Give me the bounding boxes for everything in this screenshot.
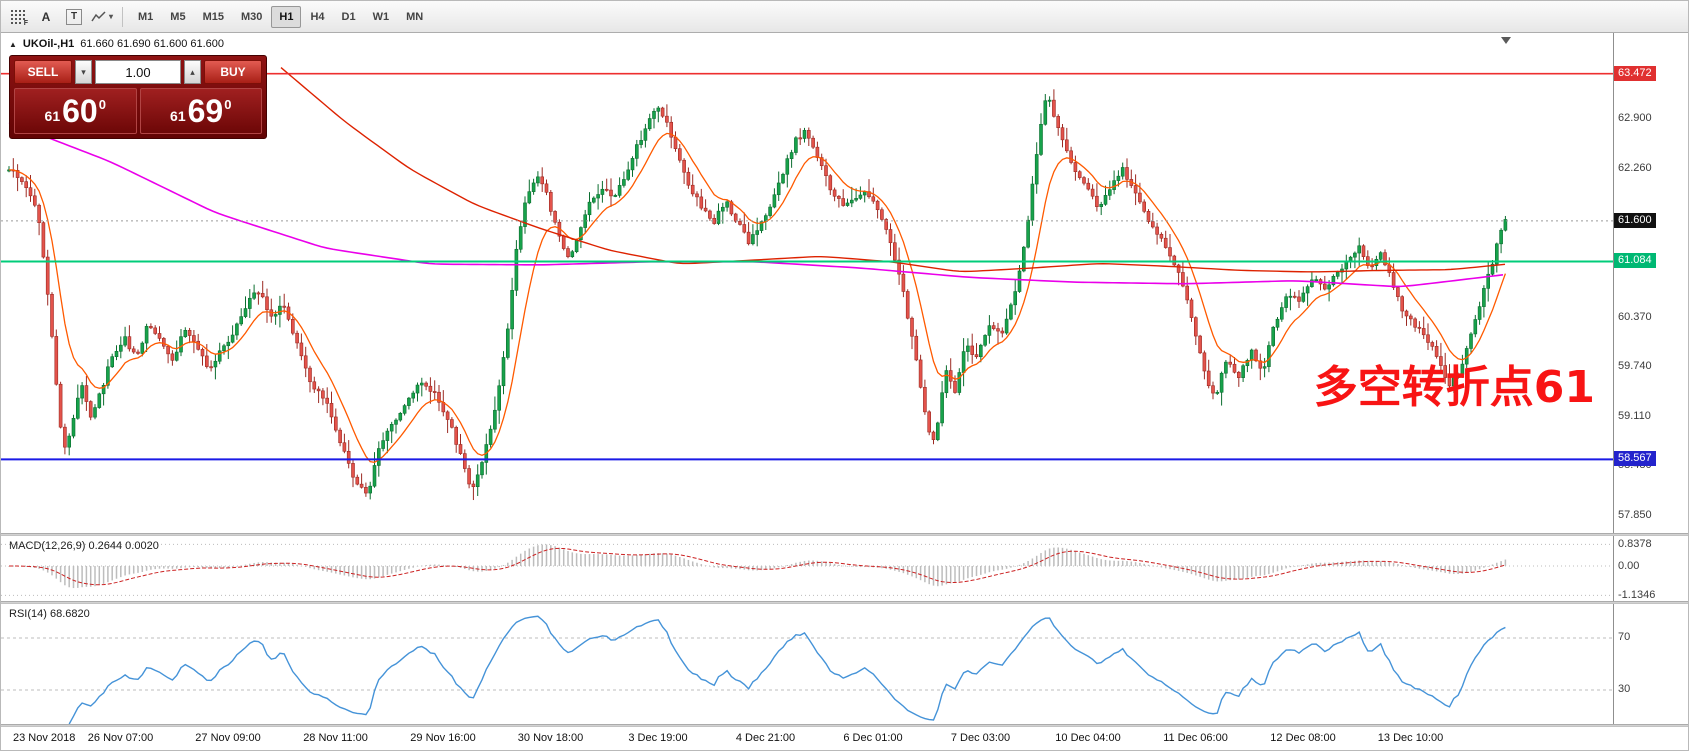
time-axis-label: 26 Nov 07:00 xyxy=(87,732,154,744)
main-chart-panel: ▲ UKOil-,H1 61.660 61.690 61.600 61.600 … xyxy=(1,33,1689,533)
time-axis-label: 13 Dec 10:00 xyxy=(1377,732,1444,744)
time-axis-label: 11 Dec 06:00 xyxy=(1163,732,1228,744)
time-axis-label: 23 Nov 2018 xyxy=(13,732,76,744)
time-axis-label: 3 Dec 19:00 xyxy=(628,732,688,744)
macd-axis-label: 0.00 xyxy=(1618,560,1640,572)
sell-price-pips: 60 xyxy=(62,93,98,129)
panel-separator[interactable] xyxy=(1,724,1688,727)
time-axis-label: 30 Nov 18:00 xyxy=(517,732,584,744)
rsi-canvas[interactable] xyxy=(1,604,1689,724)
time-axis-label: 27 Nov 09:00 xyxy=(195,732,261,744)
buy-button[interactable]: BUY xyxy=(204,60,262,84)
price-label: 62.900 xyxy=(1618,111,1652,124)
chevron-down-icon: ▾ xyxy=(108,12,113,21)
zigzag-line-icon xyxy=(91,10,106,21)
tf-button-h4[interactable]: H4 xyxy=(302,6,332,28)
panel-separator[interactable] xyxy=(1,601,1688,604)
text-label-button[interactable]: T xyxy=(61,5,87,29)
rsi-panel: RSI(14) 68.6820 xyxy=(1,604,1689,724)
macd-panel: MACD(12,26,9) 0.2644 0.0020 xyxy=(1,536,1689,601)
chevron-up-icon: ▴ xyxy=(190,66,195,77)
volume-input[interactable] xyxy=(95,60,181,84)
price-badge: 61.600 xyxy=(1614,212,1656,228)
volume-decrease-button[interactable]: ▾ xyxy=(75,60,92,84)
letter-t-icon: T xyxy=(66,8,82,25)
time-axis-label: 4 Dec 21:00 xyxy=(735,732,796,744)
chevron-down-icon: ▾ xyxy=(81,66,86,77)
buy-price-pips: 69 xyxy=(187,93,224,129)
macd-axis-label: 0.8378 xyxy=(1618,538,1652,551)
toolbar: F A T ▾ M1 M5 M15 M30 H1 H4 D1 W1 MN xyxy=(1,1,1688,33)
tf-button-m1[interactable]: M1 xyxy=(130,6,161,28)
sell-price-point: 0 xyxy=(98,96,106,112)
chart-info: ▲ UKOil-,H1 61.660 61.690 61.600 61.600 xyxy=(9,38,224,50)
line-style-button[interactable]: ▾ xyxy=(89,5,115,29)
f-tag-label: F xyxy=(23,19,28,27)
price-badge: 63.472 xyxy=(1614,65,1656,81)
price-badge: 61.084 xyxy=(1614,253,1656,269)
tf-button-w1[interactable]: W1 xyxy=(365,6,398,28)
price-label: 57.850 xyxy=(1618,508,1652,521)
toolbar-separator xyxy=(122,6,123,27)
price-axis-line xyxy=(1613,33,1614,727)
time-axis-label: 12 Dec 08:00 xyxy=(1270,732,1336,744)
tf-button-mn[interactable]: MN xyxy=(398,6,431,28)
text-annotation-button[interactable]: A xyxy=(33,5,59,29)
rsi-axis-label: 70 xyxy=(1618,631,1631,644)
symbol-period-label: UKOil-,H1 xyxy=(22,38,75,50)
price-label: 59.740 xyxy=(1618,360,1652,373)
tf-button-m15[interactable]: M15 xyxy=(195,6,232,28)
price-chart-canvas[interactable] xyxy=(1,33,1689,533)
rsi-label: RSI(14) 68.6820 xyxy=(9,608,90,620)
price-badge: 58.567 xyxy=(1614,451,1656,467)
tf-button-m5[interactable]: M5 xyxy=(162,6,193,28)
macd-axis-label: -1.1346 xyxy=(1618,589,1656,602)
tf-button-h1[interactable]: H1 xyxy=(271,5,302,28)
buy-price-prefix: 61 xyxy=(170,108,186,124)
time-axis-label: 7 Dec 03:00 xyxy=(950,732,1011,744)
dots-grid-button[interactable]: F xyxy=(5,5,31,29)
sell-price-display[interactable]: 61 60 0 xyxy=(14,88,137,134)
time-axis-label: 6 Dec 01:00 xyxy=(843,732,903,744)
letter-a-icon: A xyxy=(41,9,51,24)
sell-button[interactable]: SELL xyxy=(14,60,72,84)
chart-annotation-text: 多空转折点61 xyxy=(1313,362,1595,413)
buy-price-point: 0 xyxy=(224,96,232,112)
time-axis: 23 Nov 2018 26 Nov 07:00 27 Nov 09:00 28 No… xyxy=(1,727,1688,750)
panel-separator[interactable] xyxy=(1,533,1688,536)
timeframe-group: M1 M5 M15 M30 H1 H4 D1 W1 MN xyxy=(130,5,431,28)
time-axis-label: 28 Nov 11:00 xyxy=(303,732,368,744)
volume-increase-button[interactable]: ▴ xyxy=(184,60,201,84)
tf-button-d1[interactable]: D1 xyxy=(334,6,364,28)
chart-shift-marker xyxy=(1501,37,1511,44)
macd-canvas[interactable] xyxy=(1,536,1689,601)
tf-button-m30[interactable]: M30 xyxy=(233,6,270,28)
one-click-panel-toggle[interactable]: ▲ xyxy=(9,39,17,49)
price-label: 60.370 xyxy=(1618,310,1652,323)
time-axis-label: 10 Dec 04:00 xyxy=(1055,732,1121,744)
rsi-axis-label: 30 xyxy=(1618,683,1631,696)
price-label: 62.260 xyxy=(1618,162,1652,174)
sell-price-prefix: 61 xyxy=(44,108,61,124)
ohlc-values: 61.660 61.690 61.600 61.600 xyxy=(80,38,225,50)
macd-label: MACD(12,26,9) 0.2644 0.0020 xyxy=(9,540,159,552)
price-label: 59.110 xyxy=(1618,409,1651,422)
time-axis-label: 29 Nov 16:00 xyxy=(410,732,476,744)
buy-price-display[interactable]: 61 69 0 xyxy=(139,88,262,134)
dots-grid-icon xyxy=(11,9,13,12)
